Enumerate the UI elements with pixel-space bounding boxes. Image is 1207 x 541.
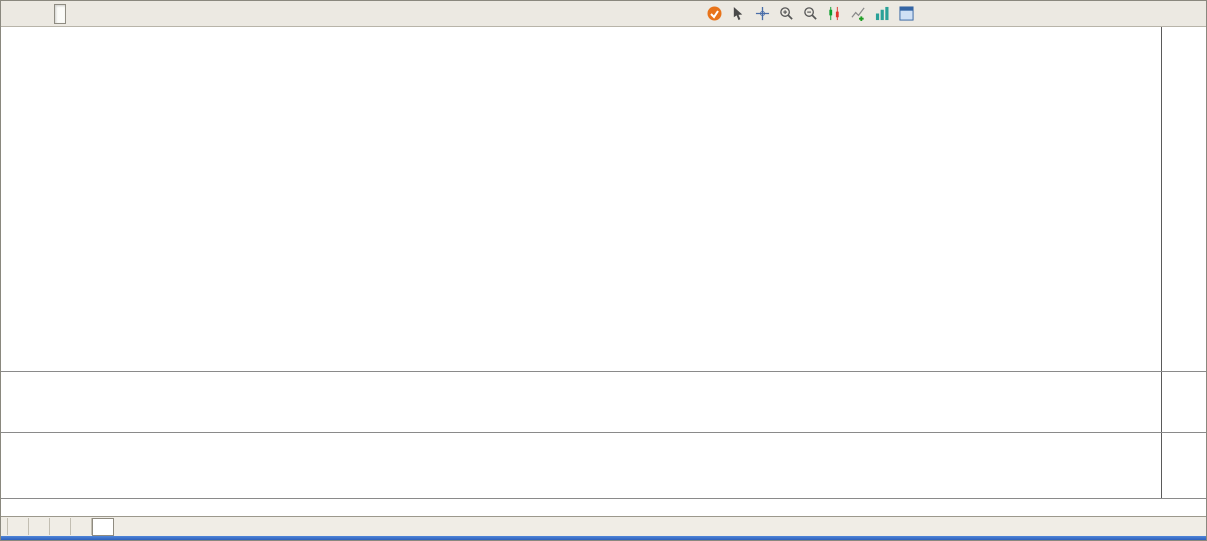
crosshair-icon <box>755 6 770 21</box>
candlestick-chart-icon <box>829 6 839 21</box>
taskbar-strip <box>1 536 1206 540</box>
new-order-button[interactable] <box>704 3 725 24</box>
timeframe-button-w1[interactable] <box>68 4 80 24</box>
macd-axis <box>1161 372 1206 432</box>
tile-windows-button[interactable] <box>896 3 917 24</box>
cursor-icon <box>733 6 743 21</box>
zoom-out-icon <box>804 7 817 20</box>
macd-chart <box>1 372 1161 432</box>
tile-windows-icon <box>899 6 914 21</box>
rsi-chart <box>1 433 1161 498</box>
chart-tab-audusd[interactable] <box>29 518 50 535</box>
indicators-button[interactable] <box>848 3 869 24</box>
top-toolbar <box>1 1 1206 27</box>
zoom-in-button[interactable] <box>776 3 797 24</box>
timeframe-button-m30[interactable] <box>12 4 24 24</box>
chart-tab-eurusd[interactable] <box>7 518 29 535</box>
macd-plot[interactable] <box>1 372 1161 432</box>
price-axis <box>1161 27 1206 371</box>
indicators-icon <box>851 7 865 21</box>
new-order-icon <box>707 6 722 21</box>
candlestick-chart-button[interactable] <box>824 3 845 24</box>
rsi-panel <box>1 433 1206 499</box>
chart-tab-usdcnh[interactable] <box>92 517 114 536</box>
timeframe-button-d1[interactable] <box>54 3 66 24</box>
chart-tab-bar <box>1 516 1206 536</box>
chart-tab-usdchf[interactable] <box>50 518 71 535</box>
zoom-in-icon <box>780 7 793 20</box>
bar-chart-button[interactable] <box>872 3 893 24</box>
chart-tab-usdcad[interactable] <box>71 518 92 535</box>
timeframe-button-m5[interactable] <box>4 4 10 24</box>
date-axis <box>1 499 1206 516</box>
timeframe-button-mn[interactable] <box>82 4 94 24</box>
crosshair-button[interactable] <box>752 3 773 24</box>
cursor-button[interactable] <box>728 3 749 24</box>
chart-tools-toolbar <box>704 3 917 24</box>
rsi-axis <box>1161 433 1206 498</box>
zoom-out-button[interactable] <box>800 3 821 24</box>
main-chart-plot[interactable] <box>1 27 1161 371</box>
rsi-plot[interactable] <box>1 433 1161 498</box>
main-chart-panel <box>1 27 1206 372</box>
bar-chart-icon <box>875 6 889 21</box>
macd-panel <box>1 372 1206 433</box>
candlestick-chart <box>1 27 1161 371</box>
timeframe-button-h1[interactable] <box>26 4 38 24</box>
timeframe-button-h4[interactable] <box>40 4 52 24</box>
